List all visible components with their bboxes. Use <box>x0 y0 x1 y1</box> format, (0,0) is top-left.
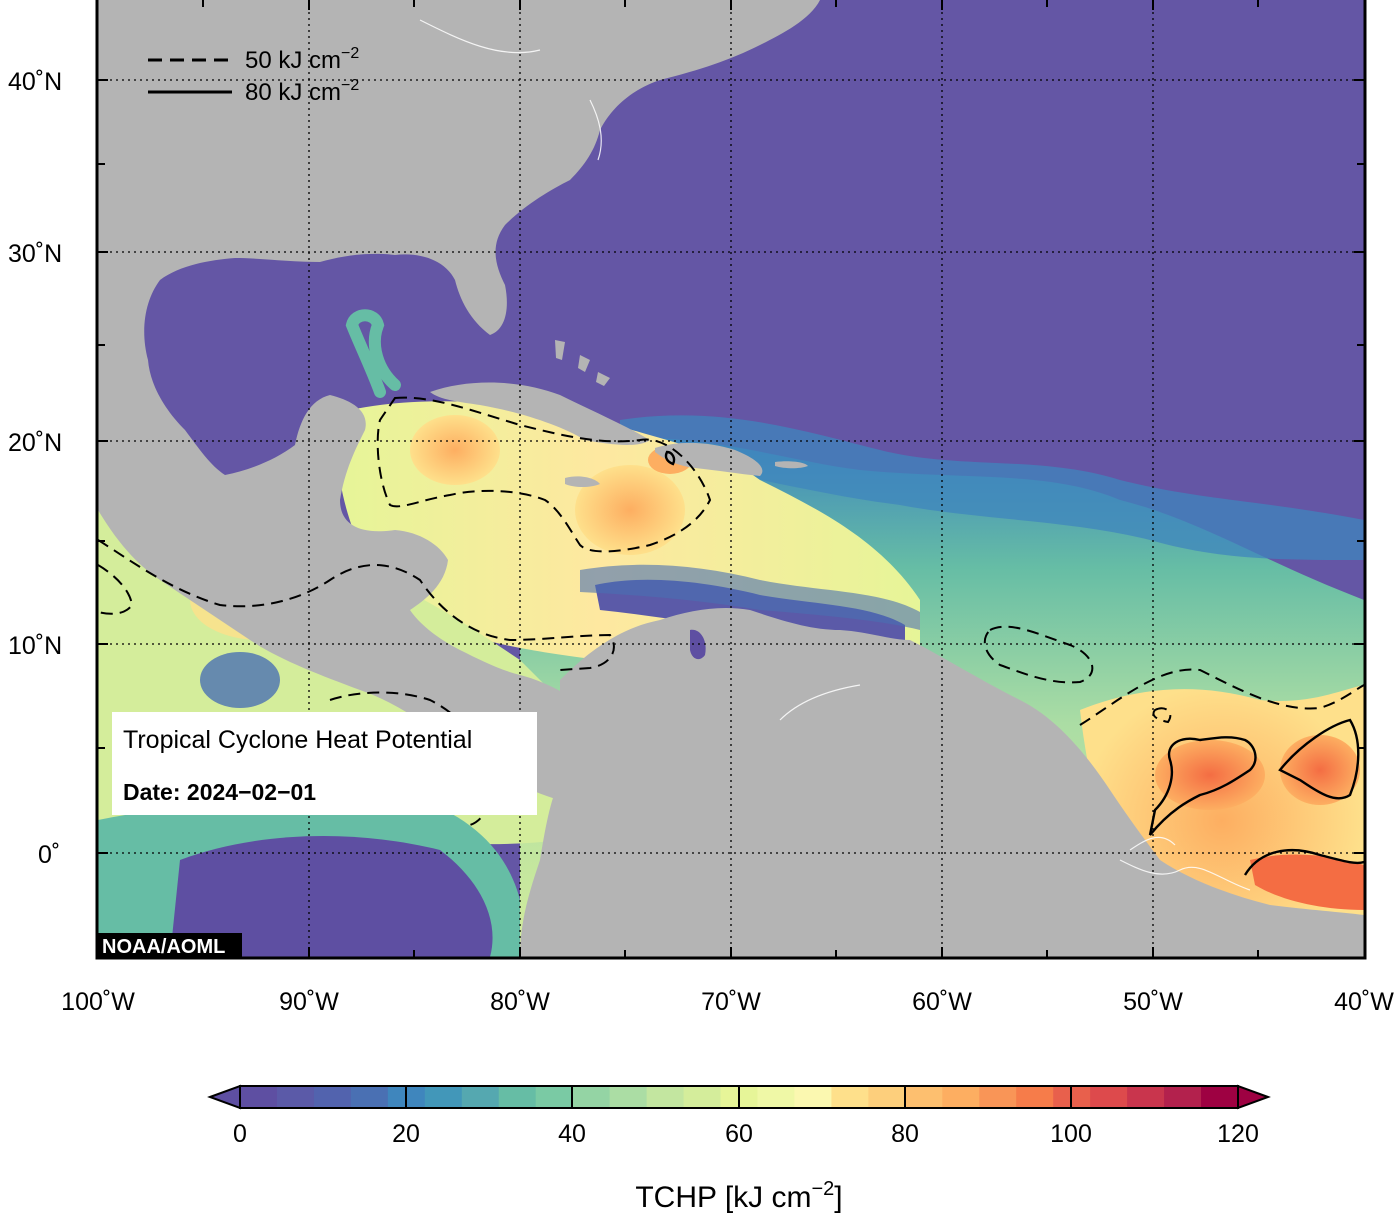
hot-region-south <box>1250 854 1364 910</box>
land-south-america <box>520 608 1364 957</box>
colorbar-cell <box>942 1086 980 1108</box>
colorbar-major-ticks <box>239 1086 1239 1108</box>
venezuela-basin-blue <box>580 564 920 630</box>
landmasses <box>98 0 1364 957</box>
lat-label-30n: 30˚N <box>8 240 62 268</box>
colorbar-cell <box>1201 1086 1239 1108</box>
land-puerto-rico <box>775 461 808 469</box>
colorbar-right-arrow <box>1237 1084 1271 1110</box>
land-cuba <box>430 382 650 445</box>
colorbar-cell <box>498 1086 537 1108</box>
colorbar-tick-40: 40 <box>558 1120 586 1148</box>
axis-ticks <box>98 0 1364 957</box>
legend-solid-label: 80 kJ cm−2 <box>245 77 359 106</box>
colorbar-cell <box>1164 1086 1202 1108</box>
river-lines <box>419 19 1251 891</box>
lon-label-70w: 70˚W <box>701 988 761 1016</box>
gulf-loop-current <box>345 309 401 398</box>
pacific-south-low <box>170 836 493 957</box>
hot-blob-1 <box>1155 740 1265 810</box>
colorbar: 0 20 40 60 80 100 120 TCHP [kJ cm−2] <box>207 1084 1271 1214</box>
colorbar-left-arrow <box>207 1084 241 1110</box>
info-title: Tropical Cyclone Heat Potential <box>123 726 472 754</box>
colorbar-title: TCHP [kJ cm−2] <box>635 1178 842 1214</box>
lon-label-50w: 50˚W <box>1123 988 1183 1016</box>
info-date: Date: 2024−02−01 <box>123 779 316 805</box>
lat-label-20n: 20˚N <box>8 429 62 457</box>
contour-legend: 50 kJ cm−2 80 kJ cm−2 <box>148 45 359 106</box>
lon-label-90w: 90˚W <box>279 988 339 1016</box>
colorbar-cell <box>1127 1086 1165 1108</box>
hot-blob-2 <box>1280 735 1360 805</box>
atlantic-teal-edge <box>620 415 1364 560</box>
colorbar-cell <box>831 1086 869 1108</box>
colorbar-cell <box>757 1086 796 1108</box>
colorbar-cell <box>794 1086 832 1108</box>
colorbar-cell <box>1016 1086 1054 1108</box>
colorbar-cell <box>683 1086 722 1108</box>
land-north-america <box>98 0 820 800</box>
land-bahamas <box>555 340 610 386</box>
colorbar-tick-80: 80 <box>891 1120 919 1148</box>
latitude-labels: 40˚N 30˚N 20˚N 10˚N 0˚ <box>8 68 62 869</box>
graticule <box>98 0 1364 957</box>
land-jamaica <box>565 476 600 487</box>
colorbar-cell <box>276 1086 315 1108</box>
lon-label-100w: 100˚W <box>61 988 135 1016</box>
colorbar-cell <box>461 1086 500 1108</box>
colorbar-tick-20: 20 <box>392 1120 420 1148</box>
warm-blob-jamaica <box>575 465 685 555</box>
colorbar-cell <box>572 1086 611 1108</box>
colorbar-tick-0: 0 <box>233 1120 247 1148</box>
lon-label-60w: 60˚W <box>912 988 972 1016</box>
colorbar-cell <box>646 1086 685 1108</box>
lat-label-10n: 10˚N <box>8 632 62 660</box>
colorbar-cell <box>868 1086 906 1108</box>
colorbar-cell <box>424 1086 463 1108</box>
lake-maracaibo <box>690 629 706 660</box>
credit-badge: NOAA/AOML <box>98 933 242 958</box>
colorbar-cell <box>979 1086 1017 1108</box>
colorbar-tick-labels: 0 20 40 60 80 100 120 <box>233 1120 1259 1148</box>
colorbar-cell <box>240 1086 278 1108</box>
lat-label-40n: 40˚N <box>8 68 62 96</box>
colorbar-cell <box>1090 1086 1128 1108</box>
colorbar-cell <box>905 1086 943 1108</box>
colorbar-cell <box>609 1086 648 1108</box>
credit-label: NOAA/AOML <box>102 936 225 958</box>
longitude-labels: 100˚W 90˚W 80˚W 70˚W 60˚W 50˚W 40˚W <box>61 988 1394 1016</box>
contour-50-dashed <box>98 396 1364 826</box>
legend-dashed-label: 50 kJ cm−2 <box>245 45 359 74</box>
lat-label-0: 0˚ <box>38 841 60 869</box>
land-hispaniola <box>655 442 763 476</box>
colorbar-cell <box>350 1086 389 1108</box>
colorbar-tick-100: 100 <box>1050 1120 1092 1148</box>
warm-blob-yucatan <box>410 415 500 485</box>
contour-80-solid <box>664 450 1364 876</box>
pacific-low-blob-3 <box>200 652 280 708</box>
colorbar-tick-120: 120 <box>1217 1120 1259 1148</box>
lon-label-40w: 40˚W <box>1334 988 1394 1016</box>
colorbar-cell <box>535 1086 574 1108</box>
info-box: Tropical Cyclone Heat Potential Date: 20… <box>112 712 537 815</box>
colorbar-cell <box>313 1086 352 1108</box>
colorbar-tick-60: 60 <box>725 1120 753 1148</box>
lon-label-80w: 80˚W <box>490 988 550 1016</box>
map-frame <box>95 0 1367 960</box>
